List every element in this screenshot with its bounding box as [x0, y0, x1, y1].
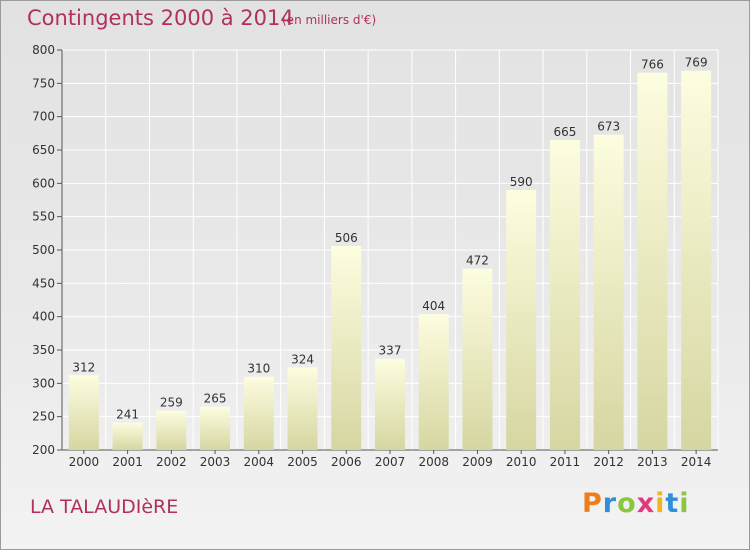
y-tick-label: 800: [32, 43, 55, 57]
data-label: 404: [422, 299, 445, 313]
data-label: 310: [247, 362, 270, 376]
x-tick-label: 2005: [287, 455, 318, 469]
logo-letter: t: [665, 488, 680, 519]
y-tick-label: 600: [32, 176, 55, 190]
x-tick-label: 2000: [69, 455, 100, 469]
bar: [200, 406, 231, 450]
bars: [68, 70, 712, 451]
y-tick-label: 650: [32, 143, 55, 157]
x-tick-label: 2008: [418, 455, 449, 469]
x-tick-label: 2002: [156, 455, 187, 469]
bar: [462, 268, 493, 450]
y-tick-label: 450: [32, 276, 55, 290]
y-tick-label: 300: [32, 376, 55, 390]
logo-letter: o: [617, 488, 637, 519]
x-tick-label: 2010: [506, 455, 537, 469]
logo-letter: x: [636, 488, 656, 519]
bar: [593, 134, 624, 450]
chart-subtitle: (en milliers d'€): [282, 13, 377, 27]
x-tick-label: 2004: [244, 455, 275, 469]
data-label: 506: [335, 231, 358, 245]
x-tick-label: 2009: [462, 455, 493, 469]
data-label: 472: [466, 254, 489, 268]
x-tick-label: 2007: [375, 455, 406, 469]
x-tick-label: 2006: [331, 455, 362, 469]
bar: [68, 375, 99, 450]
bar: [375, 358, 405, 450]
tick-labels: 200 250 300 350 400 450 500 550 600 650 700 750 800 2…: [32, 43, 711, 469]
bar: [287, 367, 318, 450]
data-label: 769: [685, 56, 708, 70]
bar: [681, 70, 712, 451]
proxiti-logo: Proxiti: [582, 488, 690, 519]
data-label: 766: [641, 58, 664, 72]
x-tick-label: 2011: [550, 455, 581, 469]
bar: [506, 190, 537, 450]
bar: [112, 422, 143, 450]
y-tick-label: 400: [32, 310, 55, 324]
bar: [418, 314, 449, 450]
x-tick-label: 2001: [112, 455, 143, 469]
y-tick-label: 350: [32, 343, 55, 357]
logo-letter: r: [602, 488, 618, 519]
logo-letter: i: [679, 488, 690, 519]
bar: [243, 376, 274, 450]
bar: [637, 72, 668, 451]
data-label: 590: [510, 175, 533, 189]
bar: [156, 410, 187, 450]
x-tick-label: 2012: [593, 455, 624, 469]
data-labels: 312 241 259 265 310 324 506 337 404 472 590 665 673 7…: [72, 56, 707, 422]
bar: [549, 140, 580, 450]
data-label: 337: [379, 344, 402, 358]
y-tick-label: 200: [32, 443, 55, 457]
chart-title: Contingents 2000 à 2014: [27, 6, 294, 30]
y-tick-label: 550: [32, 210, 55, 224]
bar: [331, 246, 362, 450]
data-label: 673: [597, 120, 620, 134]
x-tick-label: 2003: [200, 455, 231, 469]
place-name: LA TALAUDIèRE: [30, 496, 179, 518]
y-tick-label: 250: [32, 410, 55, 424]
data-label: 665: [553, 125, 576, 139]
data-label: 265: [204, 392, 227, 406]
x-tick-label: 2014: [681, 455, 712, 469]
data-label: 324: [291, 352, 314, 366]
y-tick-label: 750: [32, 76, 55, 90]
data-label: 259: [160, 396, 183, 410]
data-label: 241: [116, 408, 139, 422]
x-tick-label: 2013: [637, 455, 668, 469]
logo-letter: i: [655, 488, 666, 519]
data-label: 312: [72, 360, 95, 374]
logo-letter: P: [582, 488, 603, 519]
y-tick-label: 500: [32, 243, 55, 257]
y-tick-label: 700: [32, 110, 55, 124]
